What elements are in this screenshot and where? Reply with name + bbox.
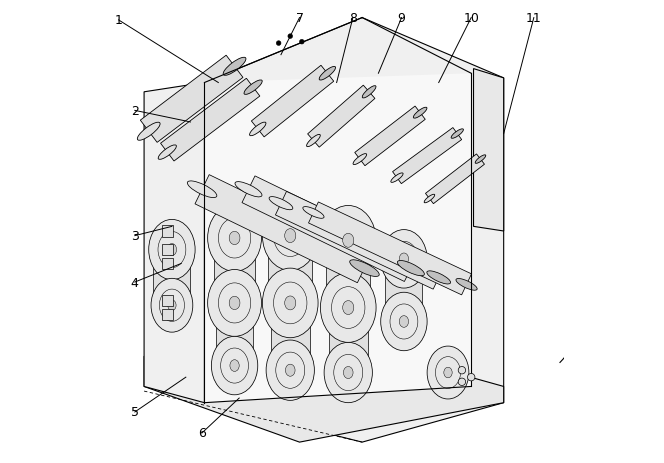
Ellipse shape — [350, 260, 379, 277]
Ellipse shape — [168, 300, 176, 311]
Ellipse shape — [319, 67, 335, 81]
Polygon shape — [153, 250, 191, 306]
Text: 9: 9 — [398, 12, 406, 25]
Polygon shape — [205, 74, 471, 403]
Bar — [162, 295, 173, 307]
Ellipse shape — [266, 340, 314, 400]
Text: 11: 11 — [526, 12, 542, 25]
Ellipse shape — [262, 269, 318, 338]
Ellipse shape — [397, 261, 424, 276]
Ellipse shape — [475, 156, 486, 164]
Ellipse shape — [321, 206, 376, 275]
Ellipse shape — [208, 270, 262, 337]
Circle shape — [288, 35, 293, 39]
Ellipse shape — [208, 205, 262, 272]
Ellipse shape — [149, 220, 195, 280]
Ellipse shape — [363, 87, 376, 99]
Ellipse shape — [444, 368, 452, 378]
Polygon shape — [385, 259, 422, 322]
Ellipse shape — [229, 232, 240, 245]
Ellipse shape — [451, 130, 463, 139]
Bar — [162, 226, 173, 237]
Ellipse shape — [211, 337, 258, 395]
Ellipse shape — [262, 201, 318, 271]
Polygon shape — [327, 241, 370, 308]
Ellipse shape — [229, 297, 240, 310]
Ellipse shape — [324, 343, 373, 403]
Ellipse shape — [414, 108, 427, 119]
Ellipse shape — [343, 234, 354, 248]
Bar — [162, 309, 173, 320]
Polygon shape — [214, 238, 256, 303]
Ellipse shape — [167, 244, 177, 256]
Polygon shape — [242, 176, 418, 282]
Text: 5: 5 — [131, 406, 139, 419]
Ellipse shape — [286, 364, 295, 376]
Ellipse shape — [399, 316, 408, 328]
Ellipse shape — [391, 174, 403, 183]
Text: 3: 3 — [131, 230, 139, 243]
Polygon shape — [216, 303, 253, 366]
Ellipse shape — [343, 301, 354, 315]
Polygon shape — [307, 86, 375, 148]
Circle shape — [276, 42, 281, 46]
Text: 10: 10 — [463, 12, 479, 25]
Ellipse shape — [269, 197, 293, 210]
Polygon shape — [140, 56, 243, 143]
Polygon shape — [205, 19, 504, 442]
Ellipse shape — [399, 253, 408, 265]
Text: 1: 1 — [115, 14, 122, 27]
Polygon shape — [392, 128, 461, 184]
Polygon shape — [144, 83, 205, 403]
Polygon shape — [195, 175, 372, 283]
Ellipse shape — [424, 195, 435, 203]
Ellipse shape — [427, 271, 451, 284]
Ellipse shape — [380, 230, 427, 288]
Bar — [162, 258, 173, 269]
Polygon shape — [309, 202, 471, 295]
Ellipse shape — [321, 273, 376, 343]
Circle shape — [458, 378, 465, 386]
Polygon shape — [271, 303, 309, 370]
Text: 4: 4 — [131, 276, 139, 289]
Circle shape — [458, 367, 465, 374]
Ellipse shape — [137, 123, 160, 141]
Ellipse shape — [223, 58, 246, 76]
Ellipse shape — [244, 81, 262, 95]
Polygon shape — [276, 192, 444, 289]
Ellipse shape — [250, 123, 266, 137]
Polygon shape — [268, 236, 312, 303]
Text: 7: 7 — [295, 12, 303, 25]
Ellipse shape — [427, 346, 469, 399]
Text: 8: 8 — [349, 12, 357, 25]
Ellipse shape — [158, 145, 177, 160]
Ellipse shape — [230, 360, 239, 372]
Polygon shape — [355, 107, 425, 166]
Polygon shape — [144, 347, 504, 442]
Polygon shape — [329, 308, 368, 373]
Ellipse shape — [285, 229, 295, 243]
Ellipse shape — [151, 279, 193, 332]
Text: 6: 6 — [198, 426, 206, 439]
Polygon shape — [473, 69, 504, 232]
Ellipse shape — [353, 154, 367, 165]
Bar — [162, 244, 173, 256]
Ellipse shape — [235, 182, 262, 197]
Circle shape — [299, 40, 304, 45]
Ellipse shape — [187, 181, 217, 198]
Polygon shape — [252, 66, 334, 138]
Ellipse shape — [303, 207, 324, 219]
Polygon shape — [426, 155, 485, 204]
Ellipse shape — [456, 279, 477, 291]
Circle shape — [467, 374, 475, 381]
Text: 2: 2 — [131, 105, 139, 118]
Ellipse shape — [307, 135, 320, 147]
Ellipse shape — [343, 367, 353, 379]
Polygon shape — [161, 79, 260, 162]
Ellipse shape — [380, 293, 427, 351]
Ellipse shape — [285, 296, 295, 310]
